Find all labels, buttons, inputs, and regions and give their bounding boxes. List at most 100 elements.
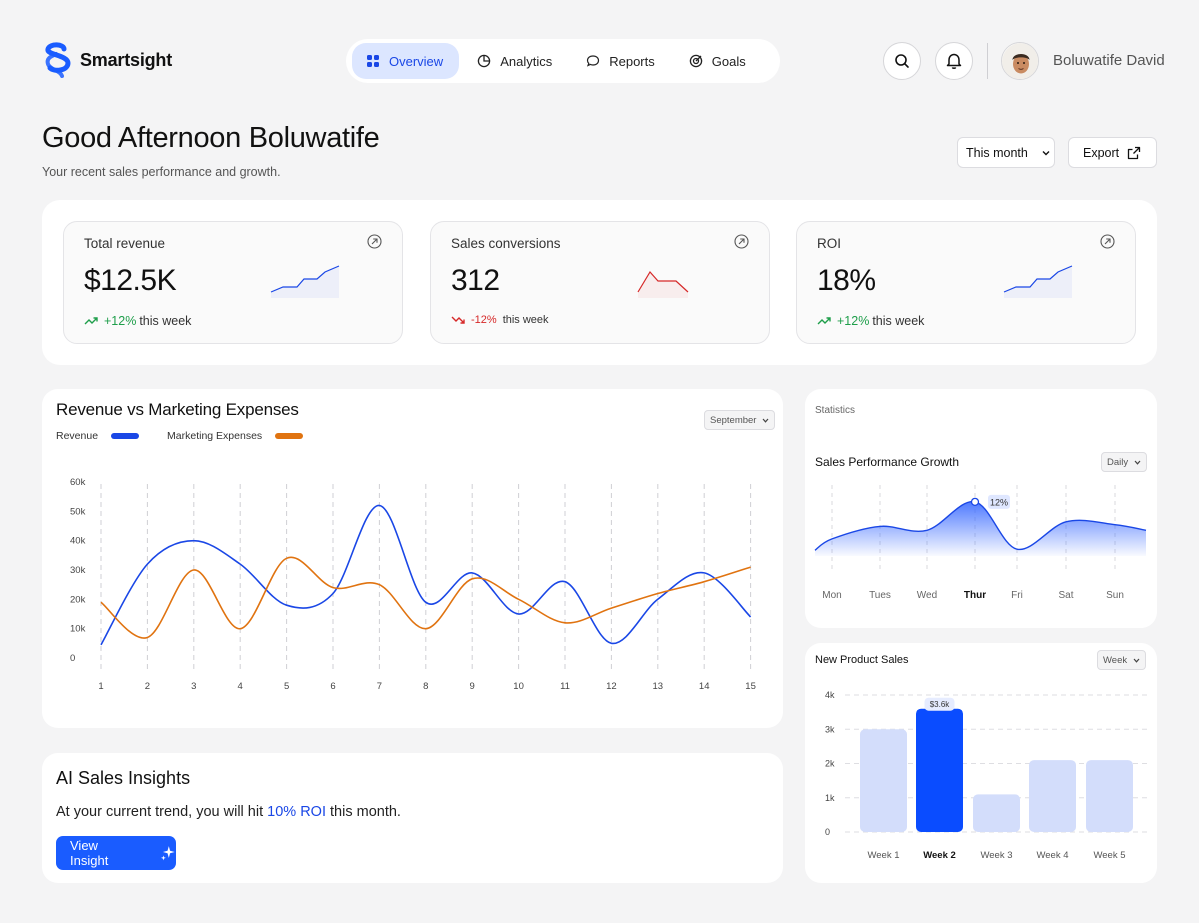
top-navigation: Overview Analytics Reports Goals [346,39,780,83]
chart-title: Revenue vs Marketing Expenses [56,400,299,419]
kpi-trend: +12% this week [84,314,191,328]
nav-analytics[interactable]: Analytics [463,43,568,79]
avatar[interactable] [1001,42,1039,80]
x-tick-label: 8 [423,681,428,692]
product-sales-title: New Product Sales [815,654,909,666]
x-tick-label: 10 [513,681,524,692]
statistics-label: Statistics [815,405,856,416]
y-tick-label: 1k [825,793,835,803]
export-button[interactable]: Export [1068,137,1157,168]
bar-week-5 [1086,760,1133,832]
arrow-up-right-icon[interactable] [1100,234,1115,249]
sparkline [637,270,689,298]
ai-text-after: this month. [326,804,401,820]
arrow-up-right-icon[interactable] [367,234,382,249]
bar-week-4 [1029,760,1076,832]
header-divider [987,43,988,79]
x-tick-label: Mon [822,590,841,601]
search-button[interactable] [883,42,921,80]
export-label: Export [1083,145,1120,160]
user-name[interactable]: Boluwatife David [1053,52,1165,69]
legend-swatch-marketing [275,433,304,439]
x-tick-label: 15 [745,681,756,692]
chart-legend: Revenue Marketing Expenses [56,430,331,442]
x-tick-label: 5 [284,681,289,692]
kpi-value: $12.5K [84,264,177,297]
app-name: Smartsight [80,49,173,70]
y-tick-label: 2k [825,759,835,769]
app-logo[interactable]: Smartsight [42,42,172,78]
x-tick-label: Sat [1058,590,1073,601]
trend-down-icon [451,316,465,324]
x-tick-label: Fri [1011,590,1023,601]
x-tick-label: 12 [606,681,617,692]
notifications-button[interactable] [935,42,973,80]
week-select[interactable]: Week [1097,650,1147,670]
bar-chart: 0 1k 2k 3k 4k Week 1 Week 2 $3.6k Week 3 Week 4 We… [825,690,1148,861]
kpi-panel: Total revenue $12.5K +12% this week Sale… [42,200,1157,365]
kpi-value: 312 [451,264,500,297]
x-tick-label: Week 4 [1036,850,1068,861]
nav-overview[interactable]: Overview [352,43,460,79]
bar-label-bg [924,697,955,711]
area-chart: 12% Mon Tues Wed Thur Fri Sat Sun [814,485,1147,601]
view-insight-button[interactable]: View Insight [56,836,176,870]
legend-swatch-revenue [111,433,140,439]
x-tick-label: Sun [1106,590,1124,601]
chevron-down-icon [763,418,769,423]
search-icon [895,54,909,68]
kpi-change-suffix: this week [502,314,549,326]
x-tick-label: Week 2 [923,850,956,861]
kpi-change-suffix: this week [872,314,925,328]
sparkline [1003,265,1073,298]
chat-bubble-icon [587,55,600,67]
product-sales-card: New Product Sales Week 0 1k 2k 3k 4k Week 1 We… [805,643,1157,883]
highlight-label: 12% [990,497,1008,507]
chevron-down-icon [1134,460,1141,465]
pie-chart-icon [477,54,491,68]
period-select[interactable]: This month [957,137,1055,168]
target-icon [689,54,702,68]
daily-select[interactable]: Daily [1101,452,1148,472]
kpi-card-sales-conversions[interactable]: Sales conversions 312 -12% this week [430,221,770,344]
x-tick-label: 7 [377,681,382,692]
daily-select-value: Daily [1107,456,1129,468]
kpi-change: +12% [104,314,137,328]
arrow-up-right-icon[interactable] [734,234,749,249]
trend-up-icon [817,317,831,325]
revenue-chart-card: Revenue vs Marketing Expenses Revenue Ma… [42,389,783,728]
y-tick-label: 40k [70,536,86,547]
y-tick-label: 3k [825,724,835,734]
nav-goals[interactable]: Goals [675,43,762,79]
y-tick-label: 10k [70,624,86,635]
sparkle-icon [161,846,176,861]
kpi-card-total-revenue[interactable]: Total revenue $12.5K +12% this week [63,221,403,344]
page-subtitle: Your recent sales performance and growth… [42,165,281,179]
kpi-trend: -12% this week [451,314,549,326]
y-tick-label: 0 [825,827,830,837]
y-tick-label: 50k [70,506,86,517]
series-line-marketing-expenses [100,556,751,639]
week-select-value: Week [1103,654,1128,666]
view-insight-label: View Insight [70,838,109,868]
page-title: Good Afternoon Boluwatife [42,122,380,154]
nav-overview-label: Overview [389,53,444,69]
kpi-title: Sales conversions [451,236,561,251]
nav-reports-label: Reports [609,53,655,69]
period-select-value: This month [966,145,1028,160]
bar-week-1 [860,729,907,832]
x-tick-label: 4 [238,681,243,692]
nav-goals-label: Goals [711,53,746,69]
x-tick-label: Wed [917,590,937,601]
x-tick-label: 1 [98,681,103,692]
trend-up-icon [84,317,98,325]
legend-label-marketing: Marketing Expenses [167,430,263,442]
kpi-card-roi[interactable]: ROI 18% +12% this week [796,221,1136,344]
month-select[interactable]: September [704,410,776,430]
x-tick-label: Week 1 [867,850,899,861]
nav-reports[interactable]: Reports [572,43,671,79]
x-tick-label: 6 [330,681,335,692]
nav-analytics-label: Analytics [500,53,553,69]
y-tick-label: 4k [825,690,835,700]
